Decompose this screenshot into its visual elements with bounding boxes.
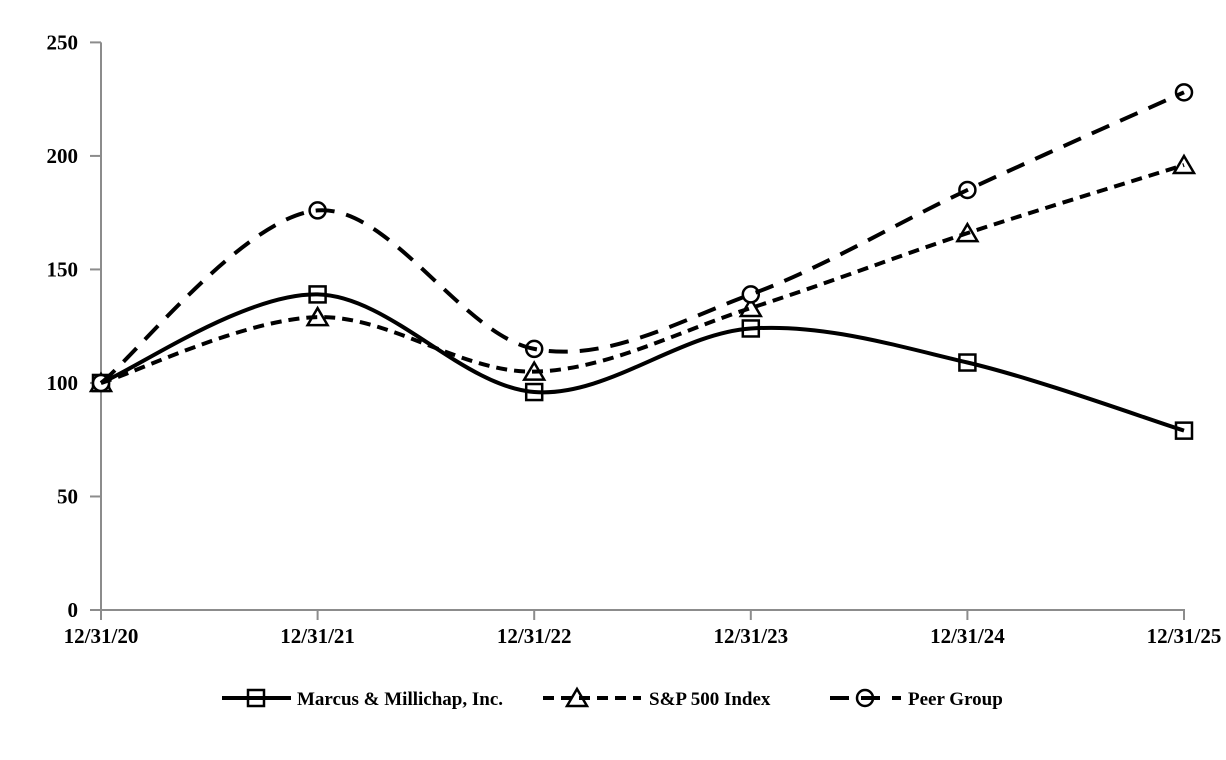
series-line-0 [100, 292, 1185, 433]
x-tick-label: 12/31/25 [1147, 624, 1222, 648]
x-tick-label: 12/31/23 [713, 624, 788, 648]
y-tick-label: 250 [47, 30, 79, 54]
legend-item-0: Marcus & Millichap, Inc. [222, 688, 503, 710]
y-tick-label: 150 [47, 257, 79, 281]
legend-label: Marcus & Millichap, Inc. [297, 689, 503, 710]
series-lines [99, 90, 1185, 433]
axes: 0 50 100 150 200 250 12/31/20 12/31/21 12/31/22 1… [47, 30, 1222, 648]
y-tick-label: 200 [47, 144, 79, 168]
legend: Marcus & Millichap, Inc. S&P 500 Index Pee… [222, 686, 1003, 710]
legend-label: Peer Group [908, 689, 1003, 710]
legend-item-2: Peer Group [830, 688, 1003, 710]
x-tick-label: 12/31/22 [497, 624, 572, 648]
triangle-marker [738, 296, 763, 318]
y-tick-label: 50 [57, 484, 78, 508]
triangle-marker [1171, 153, 1197, 175]
y-tick-label: 0 [68, 598, 79, 622]
square-marker [1174, 421, 1194, 440]
circle-marker [741, 285, 761, 304]
legend-label: S&P 500 Index [649, 689, 771, 710]
series-markers-1 [88, 153, 1197, 393]
x-tick-label: 12/31/20 [64, 624, 139, 648]
x-tick-label: 12/31/24 [930, 624, 1005, 648]
series-line-2 [99, 90, 1185, 385]
series-markers [88, 83, 1197, 440]
series-markers-2 [91, 83, 1194, 393]
y-tick-label: 100 [47, 371, 79, 395]
x-tick-label: 12/31/21 [280, 624, 355, 648]
legend-item-1: S&P 500 Index [543, 686, 771, 710]
series-line-1 [100, 163, 1185, 385]
